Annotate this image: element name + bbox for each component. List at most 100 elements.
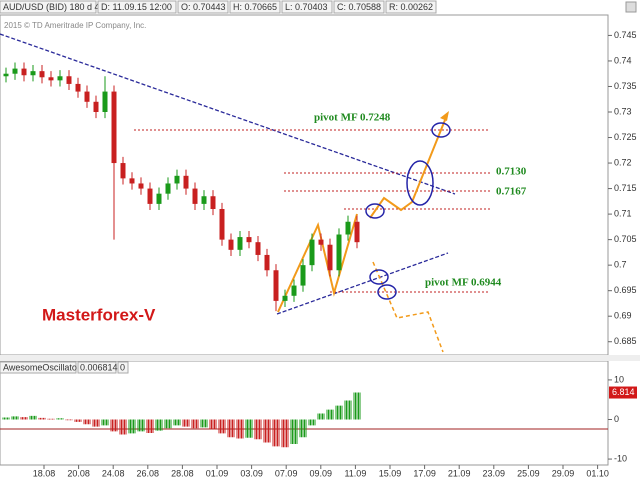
candle-body xyxy=(57,76,63,81)
x-tick-label: 01.10 xyxy=(586,468,609,478)
highlight-ellipse xyxy=(406,160,434,206)
y-tick-label: 0.725 xyxy=(614,132,637,142)
y-tick-label: 0.705 xyxy=(614,234,637,244)
pivot-label: 0.7130 xyxy=(496,166,527,178)
header-box xyxy=(281,0,333,14)
candle-body xyxy=(255,242,261,255)
candle-body xyxy=(318,239,324,245)
candle-body xyxy=(66,76,72,84)
x-tick-label: 17.09 xyxy=(413,468,436,478)
last-value-box xyxy=(609,386,637,399)
header-text: AwesomeOscillator xyxy=(3,362,80,372)
candle-body xyxy=(327,244,333,271)
x-tick-label: 07.09 xyxy=(275,468,298,478)
candle-body xyxy=(201,196,207,204)
wave-path xyxy=(277,213,358,313)
y-tick-label: 0.72 xyxy=(614,157,632,167)
window-button[interactable] xyxy=(625,1,637,13)
candle-body xyxy=(120,163,126,179)
candle-body xyxy=(174,175,180,184)
pivot-label: pivot MF 0.6944 xyxy=(425,277,502,289)
y-tick-label: 0.715 xyxy=(614,183,637,193)
candle-body xyxy=(309,239,315,266)
y-tick-label: 0 xyxy=(614,414,619,424)
candle-body xyxy=(210,196,216,209)
candle-body xyxy=(246,237,252,243)
candle-body xyxy=(291,285,297,296)
candle-body xyxy=(21,68,27,76)
x-tick-label: 09.09 xyxy=(310,468,333,478)
x-tick-label: 21.09 xyxy=(448,468,471,478)
x-tick-label: 03.09 xyxy=(240,468,263,478)
candle-body xyxy=(30,71,36,76)
x-tick-label: 01.09 xyxy=(206,468,229,478)
y-tick-label: 0.735 xyxy=(614,81,637,91)
candle-body xyxy=(219,208,225,240)
candle-body xyxy=(192,188,198,204)
header-text: R: 0.00262 xyxy=(389,2,433,12)
header-box xyxy=(0,361,77,374)
header-box xyxy=(385,0,437,14)
trend-line xyxy=(0,33,456,195)
candle-body xyxy=(336,234,342,271)
candle-body xyxy=(138,183,144,189)
trend-line xyxy=(276,252,449,315)
highlight-ellipse xyxy=(377,284,397,300)
x-tick-label: 23.09 xyxy=(483,468,506,478)
x-tick-label: 20.08 xyxy=(67,468,90,478)
header-box xyxy=(77,361,117,374)
y-tick-label: 0.685 xyxy=(614,336,637,346)
candle-body xyxy=(264,254,270,271)
x-tick-label: 29.09 xyxy=(552,468,575,478)
brand-label: Masterforex-V xyxy=(42,305,156,324)
header-text: AUD/USD (BID) 180 d 4h xyxy=(3,2,105,12)
copyright: 2015 © TD Ameritrade IP Company, Inc. xyxy=(4,21,146,30)
y-tick-label: 0.71 xyxy=(614,208,632,218)
candle-body xyxy=(273,270,279,301)
x-tick-label: 24.08 xyxy=(102,468,125,478)
candle-body xyxy=(237,237,243,250)
candle-body xyxy=(165,183,171,194)
candle-body xyxy=(183,175,189,189)
highlight-ellipse xyxy=(431,122,451,138)
x-tick-label: 28.08 xyxy=(171,468,194,478)
wave-path xyxy=(372,261,444,353)
header-box xyxy=(177,0,229,14)
candle-body xyxy=(156,193,162,204)
header-box xyxy=(333,0,385,14)
y-tick-label: 0.7 xyxy=(614,260,627,270)
candle-body xyxy=(3,73,9,77)
candle-body xyxy=(147,188,153,204)
header-box xyxy=(117,361,129,374)
candle-body xyxy=(12,68,18,74)
y-tick-label: 0.695 xyxy=(614,285,637,295)
candle-body xyxy=(84,91,90,102)
candle-body xyxy=(129,178,135,184)
pivot-label: 0.7167 xyxy=(496,186,527,198)
y-tick-label: 0.69 xyxy=(614,311,632,321)
candle-body xyxy=(228,239,234,250)
header-text: 0.006814 xyxy=(80,362,118,372)
y-tick-label: 0.74 xyxy=(614,55,632,65)
header-text: 0 xyxy=(120,362,125,372)
candle-body xyxy=(39,71,45,78)
header-text: C: 0.70588 xyxy=(337,2,381,12)
candle-body xyxy=(354,221,360,243)
header-text: O: 0.70443 xyxy=(181,2,226,12)
header-text: D: 11.09.15 12:00 xyxy=(101,2,172,12)
header-box xyxy=(97,0,177,14)
x-tick-label: 26.08 xyxy=(137,468,160,478)
candle-body xyxy=(300,265,306,286)
candle-body xyxy=(75,83,81,92)
arrow-head xyxy=(440,111,449,121)
x-tick-label: 18.08 xyxy=(33,468,56,478)
x-tick-label: 25.09 xyxy=(517,468,540,478)
pivot-label: pivot MF 0.7248 xyxy=(314,112,391,124)
highlight-ellipse xyxy=(365,203,385,219)
candle-body xyxy=(48,77,54,81)
candle-body xyxy=(345,221,351,235)
x-tick-label: 15.09 xyxy=(379,468,402,478)
header-text: H: 0.70665 xyxy=(233,2,277,12)
candle-body xyxy=(93,101,99,112)
